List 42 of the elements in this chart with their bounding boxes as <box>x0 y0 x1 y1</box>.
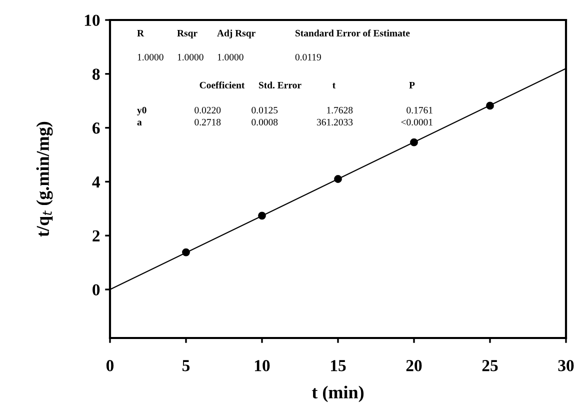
y-tick-label: 6 <box>92 122 100 134</box>
y-tick-label: 2 <box>92 230 100 242</box>
x-tick-label: 0 <box>106 360 114 372</box>
y-axis-title: t/q$_{t}$ (g.min/mg) <box>36 122 53 237</box>
x-tick-label: 5 <box>182 360 190 372</box>
annotation: 0.0125 <box>252 106 278 114</box>
annotation: 1.0000 <box>178 54 204 60</box>
annotation: Standard Error of Estimate <box>296 29 410 36</box>
point <box>182 248 190 256</box>
y-tick-label: 10 <box>84 14 100 26</box>
annotation: t <box>332 82 336 88</box>
y-tick-label: 0 <box>92 284 100 296</box>
x-tick-label: 10 <box>255 360 270 372</box>
annotation: 361.2033 <box>317 118 353 126</box>
point <box>410 138 418 146</box>
annotation: 0.1761 <box>406 106 432 114</box>
x-tick-label: 20 <box>406 360 422 372</box>
annotation: 0.0220 <box>194 106 221 114</box>
annotation: a <box>137 120 142 126</box>
point <box>334 175 342 183</box>
annotation: 1.0000 <box>138 54 164 60</box>
annotation: y0 <box>137 106 146 116</box>
annotation: Std. Error <box>259 82 302 88</box>
x-tick-label: 15 <box>331 360 346 372</box>
point <box>486 102 494 110</box>
x-tick-label: 30 <box>558 360 574 372</box>
annotation: 0.2718 <box>194 118 221 126</box>
annotation: P <box>409 82 415 88</box>
annotation: 0.0119 <box>295 54 321 60</box>
annotation: 1.0000 <box>218 54 244 60</box>
point <box>258 212 266 220</box>
x-tick-label: 25 <box>482 360 498 372</box>
y-tick-label: 8 <box>92 68 100 80</box>
y-tick-label: 4 <box>92 176 100 188</box>
annotation: Coefficient <box>200 81 245 88</box>
annotation: 0.0008 <box>252 118 278 126</box>
annotation: R <box>137 30 144 36</box>
annotation: Adj Rsqr <box>217 30 256 38</box>
annotation: 1.7628 <box>327 106 353 114</box>
x-axis-title: t (min) <box>312 386 364 402</box>
annotation: <0.0001 <box>401 118 432 126</box>
annotation: Rsqr <box>177 30 198 38</box>
